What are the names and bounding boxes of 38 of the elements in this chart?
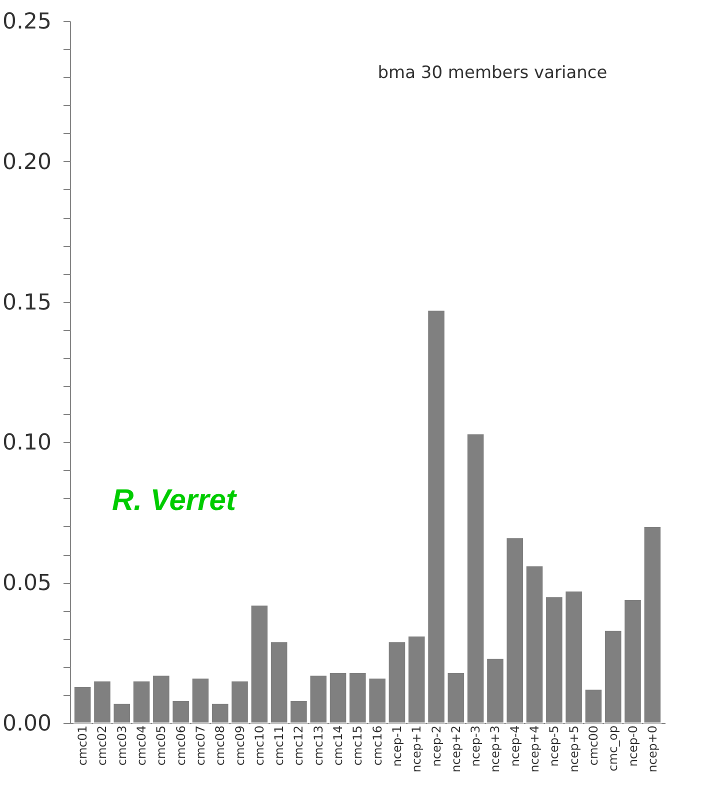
x-tick-label: ncep+4 <box>528 726 542 772</box>
x-tick-label: cmc09 <box>232 726 247 766</box>
x-tick-label: ncep-5 <box>547 726 562 767</box>
annotation: R. Verret <box>112 484 238 517</box>
x-tick-label: ncep+1 <box>410 726 424 772</box>
x-tick-label: ncep-1 <box>390 726 404 767</box>
x-tick-label: cmc01 <box>76 726 90 766</box>
x-tick-label: ncep+5 <box>566 726 581 772</box>
x-tick-label: cmc16 <box>370 726 384 766</box>
x-tick-label: cmc06 <box>174 726 188 766</box>
x-tick-label: cmc_op <box>606 726 620 772</box>
y-tick-label: 0.10 <box>2 430 52 456</box>
x-tick-label: cmc12 <box>292 726 306 766</box>
x-tick-label: cmc05 <box>154 726 168 766</box>
x-tick-label: cmc13 <box>311 726 326 766</box>
x-tick-label: ncep+0 <box>645 726 660 772</box>
x-tick-label: cmc14 <box>331 726 346 766</box>
y-tick-label: 0.25 <box>2 10 52 34</box>
x-tick-label: cmc11 <box>272 726 286 766</box>
x-tick-label: cmc04 <box>134 726 149 766</box>
y-tick-label: 0.20 <box>2 150 52 175</box>
x-tick-label: ncep+2 <box>448 726 463 772</box>
x-tick-label: ncep-0 <box>626 726 640 767</box>
x-tick-label: ncep-3 <box>468 726 483 767</box>
x-tick-label: ncep-2 <box>429 726 444 767</box>
x-tick-label: cmc08 <box>213 726 228 766</box>
y-tick-label: 0.05 <box>2 571 52 596</box>
x-tick-label: cmc07 <box>193 726 208 766</box>
x-tick-label: cmc10 <box>252 726 266 766</box>
x-tick-label: cmc00 <box>586 726 600 766</box>
y-tick-label: 0.15 <box>2 290 52 316</box>
x-tick-label: ncep+3 <box>488 726 502 772</box>
x-tick-label: cmc03 <box>114 726 129 766</box>
text: bma 30 members variance <box>378 63 608 83</box>
x-tick-label: cmc15 <box>350 726 365 766</box>
y-tick-label: 0.00 <box>2 712 52 736</box>
x-tick-label: ncep-4 <box>508 726 522 767</box>
x-tick-label: cmc02 <box>95 726 110 766</box>
